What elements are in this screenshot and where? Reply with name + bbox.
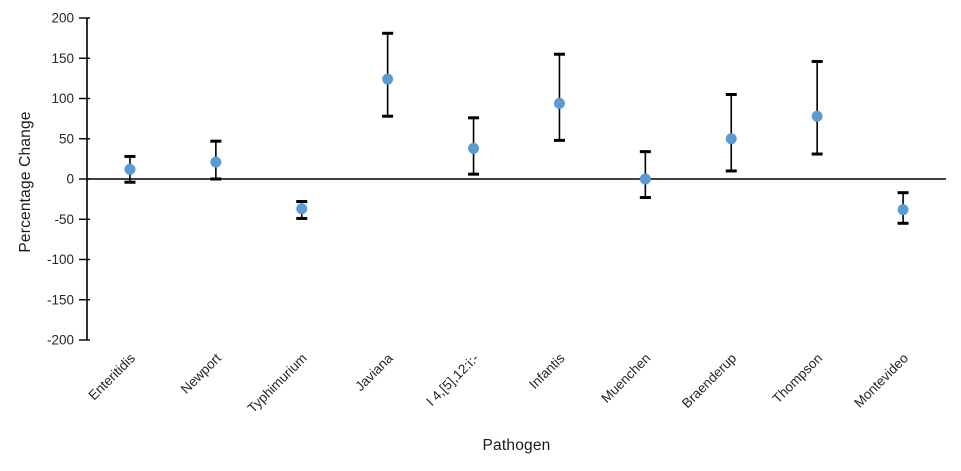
x-category-label: Braenderup (679, 351, 740, 412)
x-category-label: Enteritidis (86, 350, 139, 403)
data-point-marker (124, 163, 136, 175)
y-tick-label: 200 (51, 11, 74, 26)
x-category-label: Infantis (526, 350, 568, 392)
x-category-label: Typhimurium (245, 351, 310, 416)
x-axis-title: Pathogen (482, 437, 551, 454)
x-category-label: Newport (178, 350, 224, 396)
data-point-marker (897, 204, 909, 216)
x-category-label: Thompson (770, 351, 826, 407)
data-point-marker (725, 133, 737, 145)
data-point-marker (639, 173, 651, 185)
y-tick-label: -100 (47, 252, 74, 267)
y-tick-label: 0 (66, 172, 74, 187)
y-axis-title: Percentage Change (17, 111, 34, 253)
y-tick-label: 50 (59, 131, 74, 146)
x-category-label: I 4,[5],12:i:- (423, 351, 481, 409)
data-point-marker (468, 142, 480, 154)
y-tick-label: -50 (54, 212, 74, 227)
data-point-marker (811, 110, 823, 122)
data-point-marker (210, 156, 222, 168)
data-point-marker (296, 203, 308, 215)
data-point-marker (553, 97, 565, 109)
y-tick-label: -150 (47, 292, 74, 307)
x-category-label: Muenchen (598, 351, 653, 406)
y-tick-label: 150 (51, 51, 74, 66)
x-category-label: Montevideo (851, 351, 911, 411)
data-point-marker (382, 73, 394, 85)
y-tick-label: -200 (47, 333, 74, 348)
y-tick-label: 100 (51, 91, 74, 106)
x-category-label: Javiana (352, 350, 396, 394)
